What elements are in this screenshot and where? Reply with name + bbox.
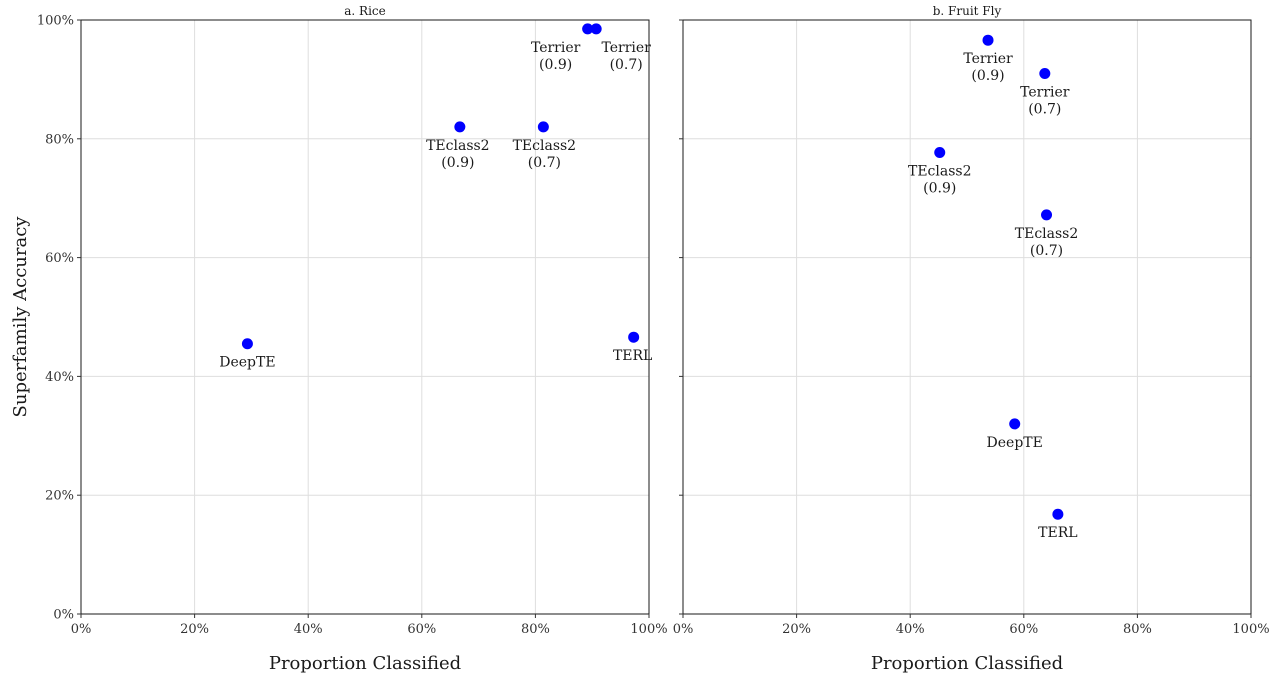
data-point	[628, 331, 640, 343]
point-label: (0.9)	[441, 155, 474, 171]
point-label: Terrier	[601, 40, 651, 56]
y-axis-title: Superfamily Accuracy	[10, 216, 31, 418]
point-label: Terrier	[1020, 84, 1070, 100]
point-label: DeepTE	[219, 355, 275, 371]
point-label: TEclass2	[1015, 226, 1079, 242]
point-label: TERL	[613, 348, 652, 364]
x-tick-label: 60%	[407, 622, 436, 637]
point-label: (0.7)	[1028, 101, 1061, 117]
data-point	[1009, 418, 1021, 430]
point-label: Terrier	[531, 40, 581, 56]
point-label: (0.9)	[539, 57, 572, 73]
x-axis-title: Proportion Classified	[871, 653, 1063, 674]
point-label: TEclass2	[426, 138, 490, 154]
x-tick-label: 20%	[180, 622, 209, 637]
point-label: DeepTE	[987, 435, 1043, 451]
y-tick-label: 40%	[45, 370, 74, 385]
panel-2: b. Fruit Fly 0% 20% 40% 60% 80% 100% Proportion…	[673, 4, 1270, 674]
x-tick-label: 100%	[1232, 622, 1269, 637]
point-label: (0.7)	[528, 155, 561, 171]
data-point	[454, 121, 466, 133]
data-point	[590, 23, 602, 35]
y-tick-label: 80%	[45, 132, 74, 147]
x-tick-label: 40%	[294, 622, 323, 637]
data-point	[1041, 209, 1053, 221]
point-label: TEclass2	[513, 138, 577, 154]
point-label: TEclass2	[908, 163, 972, 179]
x-tick-label: 0%	[673, 622, 694, 637]
point-label: (0.9)	[971, 68, 1004, 84]
panel-border	[682, 19, 1252, 615]
data-point	[241, 338, 253, 350]
panel-1: a. Rice 0% 20% 40% 60% 80% 100% 0% 20% 40% 60% 80% 1…	[37, 4, 668, 674]
x-tick-label: 60%	[1009, 622, 1038, 637]
y-tick-label: 20%	[45, 489, 74, 504]
data-point	[982, 34, 994, 46]
point-label: TERL	[1038, 525, 1077, 541]
x-tick-label: 0%	[71, 622, 92, 637]
y-tick-label: 100%	[37, 14, 74, 29]
data-point	[1039, 67, 1051, 79]
y-tick-label: 60%	[45, 251, 74, 266]
x-tick-label: 20%	[782, 622, 811, 637]
x-tick-label: 80%	[521, 622, 550, 637]
point-label: (0.7)	[610, 57, 643, 73]
y-tick-label: 0%	[53, 608, 74, 623]
point-label: (0.7)	[1030, 243, 1063, 259]
data-point	[537, 121, 549, 133]
panel-border	[80, 19, 650, 615]
x-tick-label: 100%	[630, 622, 667, 637]
data-point	[582, 23, 594, 35]
x-tick-label: 40%	[896, 622, 925, 637]
data-point	[934, 146, 946, 158]
point-label: (0.9)	[923, 180, 956, 196]
panel-title: a. Rice	[344, 4, 385, 18]
x-axis-title: Proportion Classified	[269, 653, 461, 674]
panel-title: b. Fruit Fly	[933, 4, 1002, 18]
data-point	[1052, 508, 1064, 520]
point-label: Terrier	[963, 51, 1013, 67]
x-tick-label: 80%	[1123, 622, 1152, 637]
